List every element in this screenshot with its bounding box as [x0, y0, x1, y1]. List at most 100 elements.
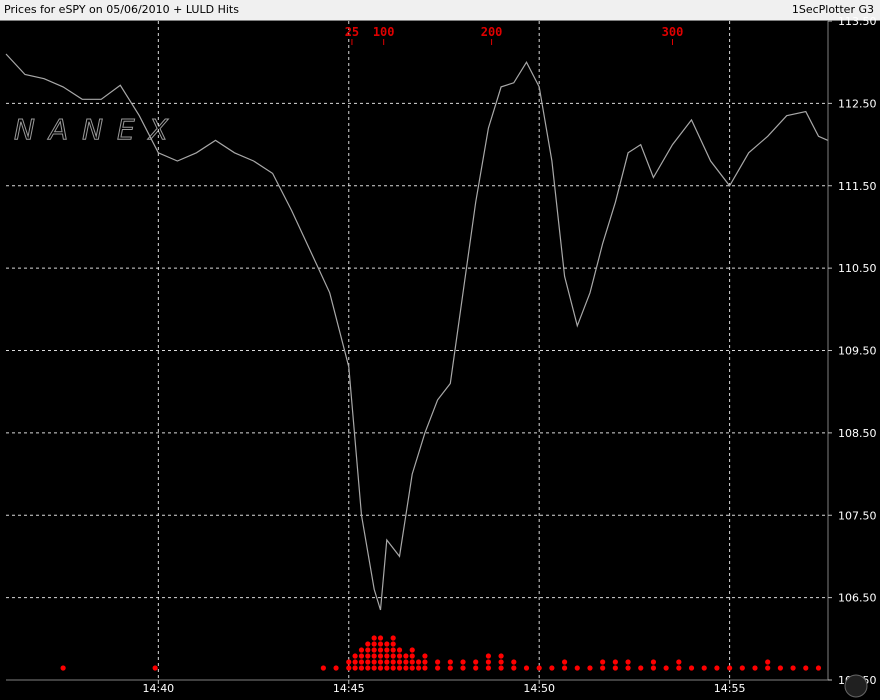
- luld-hit-marker: [600, 659, 606, 665]
- luld-hit-marker: [612, 659, 618, 665]
- luld-hit-marker: [358, 665, 365, 671]
- x-tick-label: 14:45: [333, 682, 365, 695]
- hit-count-label: 100: [373, 25, 395, 39]
- hit-count-annotations: 25 100 200 300: [345, 25, 684, 45]
- luld-hit-marker: [765, 659, 771, 665]
- y-tick-label: 113.50: [838, 15, 877, 28]
- luld-hit-marker: [352, 659, 358, 665]
- luld-hit-marker: [600, 665, 606, 671]
- luld-hit-marker: [390, 659, 396, 665]
- luld-hit-marker: [498, 659, 504, 665]
- luld-hit-marker: [638, 665, 644, 671]
- luld-hit-marker: [409, 659, 415, 665]
- y-tick-label: 112.50: [838, 97, 877, 110]
- luld-hit-marker: [777, 665, 783, 671]
- luld-hit-marker: [358, 647, 365, 653]
- luld-hit-marker: [346, 665, 352, 671]
- luld-hit-marker: [352, 653, 358, 659]
- luld-hit-marker: [561, 665, 568, 671]
- luld-hit-marker: [377, 659, 384, 665]
- luld-hit-marker: [803, 665, 809, 671]
- luld-hit-marker: [371, 641, 377, 647]
- luld-hit-marker: [396, 665, 403, 671]
- luld-hit-marker: [790, 665, 796, 671]
- y-tick-label: 106.50: [838, 592, 877, 605]
- app-name: 1SecPlotter G3: [791, 3, 874, 16]
- luld-hit-marker: [390, 641, 396, 647]
- luld-hit-marker: [460, 665, 466, 671]
- luld-hit-marker: [396, 647, 403, 653]
- luld-hit-marker: [390, 653, 396, 659]
- luld-hit-marker: [511, 665, 517, 671]
- luld-hit-marker: [625, 665, 631, 671]
- luld-hit-marker: [485, 665, 492, 671]
- luld-hit-marker: [676, 665, 682, 671]
- luld-hit-marker: [365, 665, 371, 671]
- y-tick-label: 111.50: [838, 180, 877, 193]
- luld-hit-marker: [415, 659, 422, 665]
- luld-hit-marker: [390, 647, 396, 653]
- y-axis: 113.50 112.50 111.50 110.50 109.50 108.50 107.…: [6, 15, 877, 687]
- luld-hit-marker: [422, 659, 428, 665]
- watermark-logo: NANEX: [14, 113, 182, 147]
- y-tick-label: 108.50: [838, 427, 877, 440]
- luld-hit-marker: [384, 659, 390, 665]
- luld-hit-marker: [625, 659, 631, 665]
- luld-hit-marker: [403, 653, 409, 659]
- hit-count-label: 25: [345, 25, 359, 39]
- luld-hit-marker: [60, 665, 66, 671]
- luld-hit-marker: [390, 665, 396, 671]
- luld-hit-marker: [333, 665, 339, 671]
- luld-hit-marker: [676, 659, 682, 665]
- luld-hit-marker: [384, 647, 390, 653]
- x-tick-label: 14:55: [714, 682, 746, 695]
- x-tick-label: 14:40: [142, 682, 174, 695]
- luld-hit-marker: [371, 647, 377, 653]
- price-line: [5, 53, 829, 611]
- luld-hit-marker: [371, 659, 377, 665]
- luld-hit-marker: [409, 647, 415, 653]
- luld-hit-marker: [365, 653, 371, 659]
- luld-hit-marker: [511, 659, 517, 665]
- luld-hit-marker: [447, 665, 453, 671]
- luld-hit-marker: [358, 659, 365, 665]
- hit-count-label: 200: [481, 25, 503, 39]
- luld-hit-marker: [650, 659, 657, 665]
- luld-hit-marker: [536, 665, 542, 671]
- chart-header: Prices for eSPY on 05/06/2010 + LULD Hit…: [0, 0, 880, 21]
- luld-hits-series: [60, 635, 822, 671]
- y-tick-label: 110.50: [838, 262, 877, 275]
- luld-hit-marker: [365, 641, 371, 647]
- luld-hit-marker: [365, 647, 371, 653]
- luld-hit-marker: [727, 665, 733, 671]
- luld-hit-marker: [152, 665, 158, 671]
- luld-hit-marker: [498, 665, 504, 671]
- luld-hit-marker: [377, 665, 384, 671]
- luld-hit-marker: [485, 653, 492, 659]
- luld-hit-marker: [346, 659, 352, 665]
- luld-hit-marker: [714, 665, 720, 671]
- luld-hit-marker: [739, 665, 745, 671]
- luld-hit-marker: [390, 635, 396, 641]
- luld-hit-marker: [371, 653, 377, 659]
- hit-count-label: 300: [662, 25, 684, 39]
- luld-hit-marker: [701, 665, 707, 671]
- luld-hit-marker: [650, 665, 657, 671]
- luld-hit-marker: [473, 665, 479, 671]
- price-series: [5, 53, 829, 611]
- y-tick-label: 109.50: [838, 345, 877, 358]
- luld-hit-marker: [371, 635, 377, 641]
- luld-hit-marker: [358, 653, 365, 659]
- luld-hit-marker: [320, 665, 326, 671]
- luld-hit-marker: [422, 653, 428, 659]
- nanex-logo-icon: [844, 674, 868, 698]
- luld-hit-marker: [447, 659, 453, 665]
- luld-hit-marker: [561, 659, 568, 665]
- luld-hit-marker: [365, 659, 371, 665]
- luld-hit-marker: [435, 665, 441, 671]
- luld-hit-marker: [409, 665, 415, 671]
- watermark-text: NANEX: [14, 113, 182, 146]
- luld-hit-marker: [523, 665, 530, 671]
- luld-hit-marker: [612, 665, 618, 671]
